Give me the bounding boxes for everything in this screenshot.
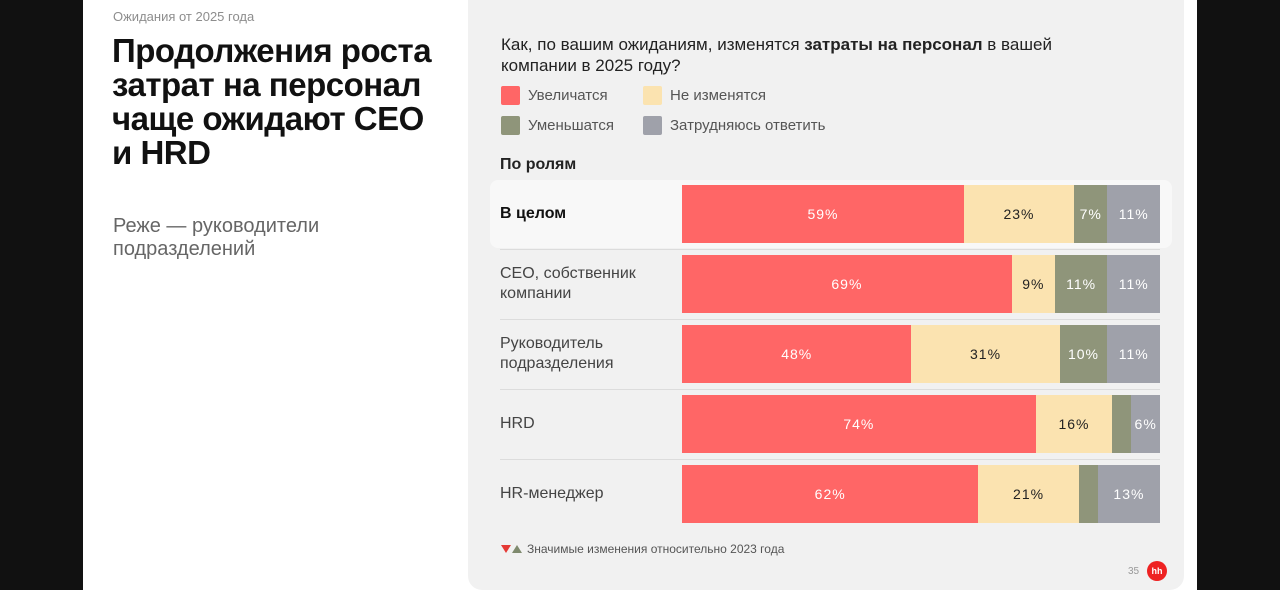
- footnote: Значимые изменения относительно 2023 год…: [501, 542, 784, 556]
- chart-title-end: в вашей компании в 2025 году?: [501, 35, 1052, 75]
- legend-swatch: [643, 116, 662, 135]
- triangle-down-icon: [501, 545, 511, 553]
- row-separator: [500, 319, 1160, 320]
- slide: Ожидания от 2025 года Продолжения роста …: [83, 0, 1197, 590]
- row-separator: [500, 459, 1160, 460]
- left-column: Ожидания от 2025 года Продолжения роста …: [83, 0, 468, 590]
- kicker: Ожидания от 2025 года: [113, 9, 255, 24]
- legend-item: Увеличатся: [501, 86, 608, 105]
- bar-segment: [1078, 465, 1098, 523]
- row-label: HRD: [500, 415, 535, 432]
- chart-panel: Как, по вашим ожиданиям, изменятся затра…: [468, 0, 1184, 590]
- bar-segment: 7%: [1073, 185, 1108, 243]
- chart-legend: Увеличатся Не изменятся Уменьшатся Затрудня…: [501, 86, 901, 138]
- page-title: Продолжения роста затрат на персонал чащ…: [112, 32, 432, 171]
- row-label: HR-менеджер: [500, 485, 604, 502]
- bar-segment: [1112, 395, 1132, 453]
- legend-swatch: [501, 116, 520, 135]
- section-label: По ролям: [500, 156, 577, 173]
- legend-label: Уменьшатся: [528, 117, 614, 134]
- bar-segment: 6%: [1131, 395, 1160, 453]
- legend-label: Увеличатся: [528, 87, 608, 104]
- page-subtitle: Реже — руководители подразделений: [113, 215, 320, 260]
- bar-segment: 62%: [682, 465, 979, 523]
- bar-segment: 48%: [682, 325, 912, 383]
- row-label: В целом: [500, 205, 567, 222]
- legend-swatch: [643, 86, 662, 105]
- bar-segment: 11%: [1107, 185, 1160, 243]
- legend-swatch: [501, 86, 520, 105]
- legend-item: Не изменятся: [643, 86, 766, 105]
- legend-item: Затрудняюсь ответить: [643, 116, 825, 135]
- chart-title-plain: Как, по вашим ожиданиям, изменятся: [501, 35, 805, 54]
- bar-segment: 11%: [1107, 325, 1160, 383]
- row-separator: [500, 249, 1160, 250]
- bar-segment: 59%: [682, 185, 965, 243]
- bar-segment: 11%: [1107, 255, 1160, 313]
- bar-segment: 69%: [682, 255, 1012, 313]
- bar-segment: 13%: [1097, 465, 1160, 523]
- bar-segment: 23%: [964, 185, 1074, 243]
- legend-label: Затрудняюсь ответить: [670, 117, 826, 134]
- row-separator: [500, 389, 1160, 390]
- hh-logo: hh: [1147, 561, 1167, 581]
- bar-segment: 10%: [1059, 325, 1108, 383]
- bar-segment: 31%: [911, 325, 1060, 383]
- chart-title-bold: затраты на персонал: [804, 35, 983, 54]
- chart-title: Как, по вашим ожиданиям, изменятся затра…: [501, 34, 1061, 76]
- page-number: 35: [1128, 566, 1140, 577]
- triangle-up-icon: [512, 545, 522, 553]
- bar-segment: 74%: [682, 395, 1036, 453]
- bar-segment: 21%: [978, 465, 1079, 523]
- bar-segment: 9%: [1011, 255, 1055, 313]
- bar-segment: 11%: [1054, 255, 1108, 313]
- row-label: Руководитель подразделения: [500, 335, 614, 372]
- legend-label: Не изменятся: [670, 87, 766, 104]
- row-label: CEO, собственник компании: [500, 265, 636, 302]
- legend-item: Уменьшатся: [501, 116, 614, 135]
- footnote-text: Значимые изменения относительно 2023 год…: [527, 542, 785, 556]
- bar-segment: 16%: [1035, 395, 1113, 453]
